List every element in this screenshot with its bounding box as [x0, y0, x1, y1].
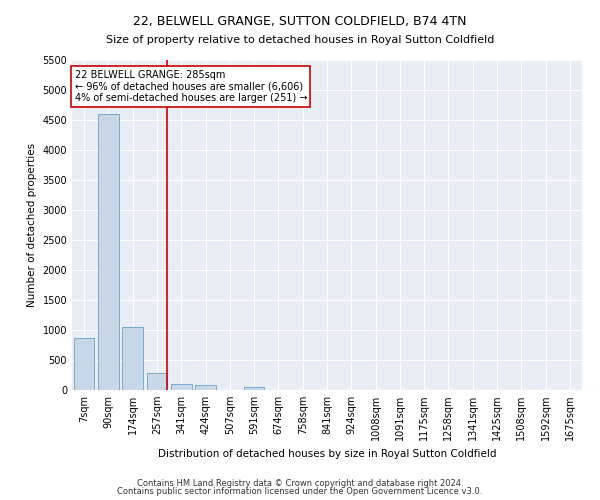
Bar [195, 385, 216, 390]
Bar [146, 372, 167, 390]
X-axis label: Distribution of detached houses by size in Royal Sutton Coldfield: Distribution of detached houses by size … [158, 448, 496, 458]
Text: Contains public sector information licensed under the Open Government Licence v3: Contains public sector information licen… [118, 487, 482, 496]
Bar [171, 384, 191, 390]
Bar [74, 338, 94, 390]
Bar [98, 114, 119, 390]
Text: 22 BELWELL GRANGE: 285sqm
← 96% of detached houses are smaller (6,606)
4% of sem: 22 BELWELL GRANGE: 285sqm ← 96% of detac… [74, 70, 307, 103]
Y-axis label: Number of detached properties: Number of detached properties [27, 143, 37, 307]
Text: 22, BELWELL GRANGE, SUTTON COLDFIELD, B74 4TN: 22, BELWELL GRANGE, SUTTON COLDFIELD, B7… [133, 15, 467, 28]
Text: Size of property relative to detached houses in Royal Sutton Coldfield: Size of property relative to detached ho… [106, 35, 494, 45]
Text: Contains HM Land Registry data © Crown copyright and database right 2024.: Contains HM Land Registry data © Crown c… [137, 478, 463, 488]
Bar [244, 386, 265, 390]
Bar [122, 327, 143, 390]
